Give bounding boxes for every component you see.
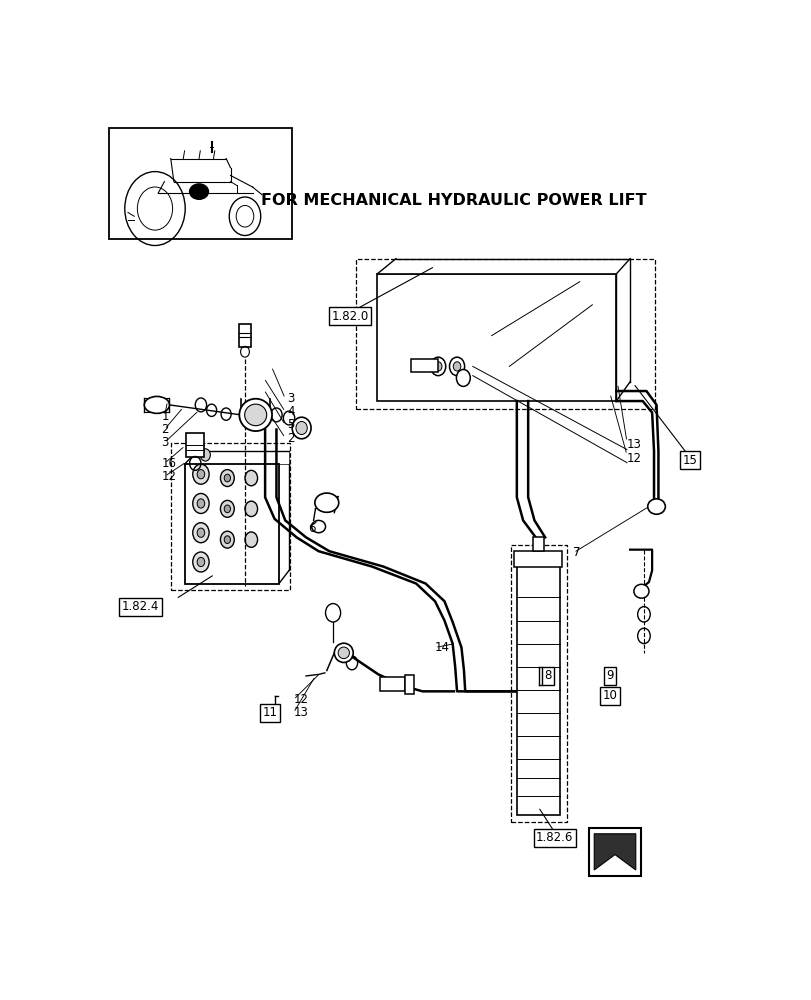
Bar [517,560,559,815]
Circle shape [245,532,257,547]
Ellipse shape [334,643,353,662]
Polygon shape [594,834,635,870]
Ellipse shape [647,499,664,514]
Bar [376,274,616,401]
Circle shape [197,499,204,508]
Bar [187,433,204,457]
Text: 12: 12 [626,452,642,465]
Text: 13: 13 [293,706,308,719]
Circle shape [430,357,445,376]
Text: 12: 12 [161,470,176,483]
Bar [510,545,566,822]
Circle shape [224,505,230,513]
Circle shape [192,493,209,513]
Ellipse shape [244,404,266,426]
Bar [356,259,654,409]
Text: 10: 10 [602,689,616,702]
Circle shape [192,464,209,484]
Circle shape [449,357,464,376]
Bar [170,443,290,590]
Ellipse shape [315,493,338,512]
Circle shape [224,536,230,544]
Circle shape [192,523,209,543]
Text: 7: 7 [573,546,580,559]
Text: FOR MECHANICAL HYDRAULIC POWER LIFT: FOR MECHANICAL HYDRAULIC POWER LIFT [261,193,646,208]
Bar [109,128,291,239]
Circle shape [434,362,441,371]
Circle shape [245,501,257,517]
Text: 4: 4 [287,405,294,418]
Ellipse shape [337,647,349,659]
Bar [589,828,640,876]
Bar [184,464,279,584]
Circle shape [245,470,257,486]
Text: 1.82.6: 1.82.6 [535,831,573,844]
Circle shape [224,474,230,482]
Circle shape [456,369,470,386]
Text: 5: 5 [287,418,294,431]
Text: 2: 2 [287,432,294,445]
Text: 15: 15 [681,454,697,467]
Ellipse shape [633,584,648,598]
Circle shape [220,531,234,548]
Ellipse shape [144,396,169,413]
Bar [238,324,251,347]
Bar [410,359,437,372]
Circle shape [220,500,234,517]
Circle shape [197,470,204,479]
Text: 13: 13 [626,438,641,451]
Circle shape [200,449,210,461]
Text: 16: 16 [161,457,176,470]
Text: 12: 12 [293,693,308,706]
Circle shape [197,528,204,537]
Circle shape [192,552,209,572]
Text: 6: 6 [307,522,315,535]
Text: 3: 3 [287,392,294,405]
Bar [405,675,414,694]
Text: 9: 9 [606,669,613,682]
Bar [513,551,561,567]
Text: 11: 11 [262,706,277,719]
Ellipse shape [239,399,272,431]
Ellipse shape [292,417,311,439]
Circle shape [220,470,234,487]
Ellipse shape [295,421,307,435]
Circle shape [197,557,204,567]
Text: 1: 1 [161,410,169,423]
Text: 2: 2 [161,423,169,436]
Ellipse shape [190,184,208,199]
Ellipse shape [311,520,325,533]
Text: 8: 8 [544,669,551,682]
Circle shape [453,362,461,371]
Text: 1.82.0: 1.82.0 [331,310,368,323]
Text: 3: 3 [161,436,169,449]
Bar [532,537,543,551]
Text: 1.82.4: 1.82.4 [122,600,159,613]
Bar [380,677,405,691]
Text: 14: 14 [435,641,449,654]
